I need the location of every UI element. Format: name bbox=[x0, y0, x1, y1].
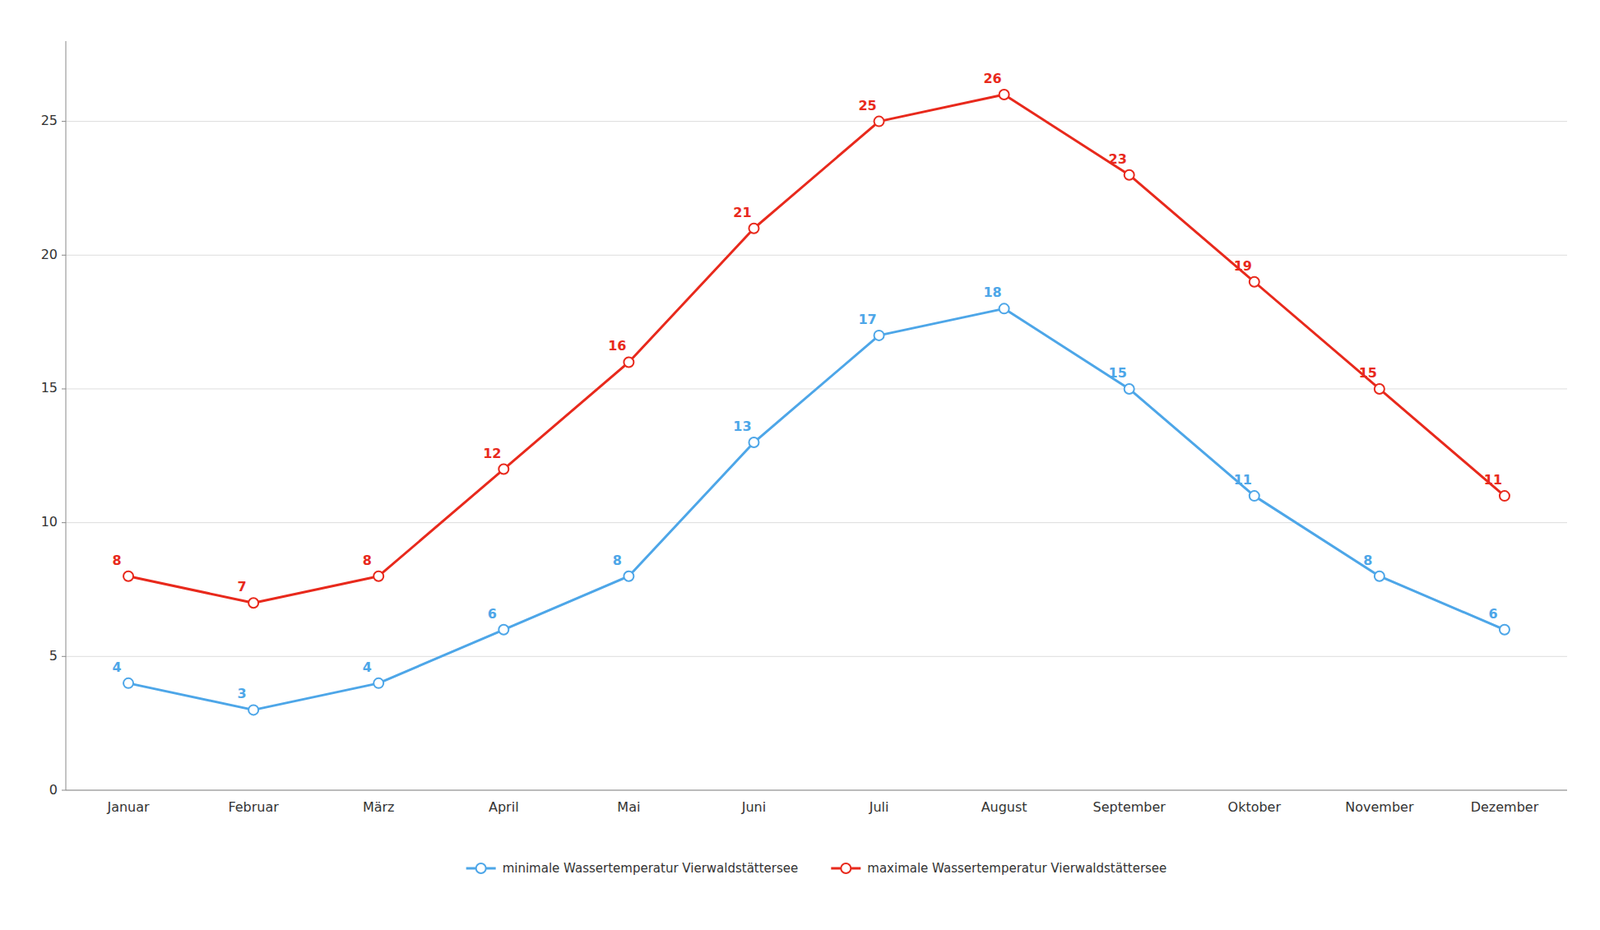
series-marker bbox=[1124, 170, 1135, 181]
x-tick-label: Oktober bbox=[1228, 799, 1282, 816]
grid-line bbox=[65, 255, 1568, 256]
series-marker bbox=[248, 598, 259, 608]
legend-swatch-marker bbox=[840, 863, 851, 874]
data-label: 6 bbox=[487, 606, 497, 622]
series-marker bbox=[748, 223, 759, 234]
series-marker bbox=[1499, 625, 1510, 636]
series-marker bbox=[1374, 384, 1385, 395]
y-axis-line bbox=[65, 41, 67, 791]
data-label: 7 bbox=[237, 579, 247, 595]
y-tick bbox=[61, 790, 66, 792]
x-tick-label: Mai bbox=[616, 799, 640, 816]
legend-label: maximale Wassertemperatur Vierwaldstätte… bbox=[867, 861, 1167, 877]
data-label: 25 bbox=[857, 97, 877, 114]
series-marker bbox=[623, 571, 634, 582]
data-labels: 4 3 4 6 8 13 17 18 15 11 8 6 8 7 8 12 16 21 25 26 23 19 15 11 bbox=[111, 70, 1503, 702]
x-tick-label: April bbox=[488, 799, 520, 816]
data-label: 13 bbox=[732, 418, 752, 435]
series-marker bbox=[123, 571, 134, 582]
y-tick-label: 25 bbox=[41, 112, 58, 129]
grid-line bbox=[65, 522, 1568, 524]
series-marker bbox=[999, 89, 1010, 100]
grid-line bbox=[65, 790, 1568, 792]
data-label: 11 bbox=[1233, 472, 1253, 488]
chart-svg: 0510152025JanuarFebruarMärzAprilMaiJuniJ… bbox=[0, 0, 1600, 930]
legend: minimale Wassertemperatur Vierwaldstätte… bbox=[466, 861, 1168, 877]
y-tick-label: 15 bbox=[41, 380, 58, 396]
y-tick bbox=[61, 522, 66, 524]
data-label: 16 bbox=[607, 338, 627, 354]
legend-label: minimale Wassertemperatur Vierwaldstätte… bbox=[502, 861, 799, 877]
data-label: 19 bbox=[1233, 258, 1253, 274]
series-marker bbox=[1249, 277, 1260, 288]
series-marker bbox=[498, 464, 509, 475]
grid-line bbox=[65, 656, 1568, 658]
grid-line bbox=[65, 120, 1568, 122]
series-marker bbox=[123, 678, 134, 689]
series-line bbox=[128, 94, 1505, 603]
series-marker bbox=[248, 704, 259, 715]
data-label: 18 bbox=[983, 284, 1002, 301]
series-marker bbox=[373, 678, 384, 689]
x-axis-line bbox=[65, 790, 1568, 792]
data-label: 15 bbox=[1358, 365, 1378, 381]
series-marker bbox=[623, 357, 634, 367]
series-marker bbox=[373, 571, 384, 582]
x-tick-label: Dezember bbox=[1470, 799, 1540, 816]
x-tick-label: Januar bbox=[106, 799, 150, 816]
series-line bbox=[128, 308, 1505, 710]
data-label: 4 bbox=[111, 659, 121, 676]
data-label: 11 bbox=[1484, 472, 1503, 488]
series-marker bbox=[498, 625, 509, 636]
data-label: 4 bbox=[362, 659, 372, 676]
series-marker bbox=[999, 303, 1010, 314]
legend-item: minimale Wassertemperatur Vierwaldstätte… bbox=[466, 861, 799, 877]
series-marker bbox=[1249, 491, 1260, 501]
y-tick-label: 10 bbox=[41, 514, 58, 530]
x-tick-label: Juni bbox=[741, 799, 766, 816]
x-tick-label: Juli bbox=[868, 799, 890, 816]
x-axis: Januar Februar März April Mai Juni Juli August S… bbox=[65, 790, 1568, 816]
data-label: 15 bbox=[1108, 365, 1127, 381]
data-label: 8 bbox=[1363, 552, 1373, 569]
series-marker bbox=[1124, 384, 1135, 395]
page: {"chart_data": {"type": "line", "categor… bbox=[0, 0, 1600, 930]
data-label: 8 bbox=[111, 552, 121, 569]
series-marker bbox=[874, 330, 885, 341]
grid bbox=[65, 121, 1568, 791]
y-tick-label: 20 bbox=[41, 246, 58, 263]
marks bbox=[123, 89, 1510, 715]
chart-container: 0510152025JanuarFebruarMärzAprilMaiJuniJ… bbox=[0, 0, 1600, 930]
data-label: 17 bbox=[857, 311, 877, 328]
series-marker bbox=[748, 437, 759, 448]
y-tick bbox=[61, 255, 66, 256]
x-tick-label: August bbox=[981, 799, 1028, 816]
data-label: 26 bbox=[983, 70, 1002, 87]
y-tick bbox=[61, 656, 66, 658]
x-tick-label: September bbox=[1092, 799, 1166, 816]
data-label: 23 bbox=[1108, 151, 1127, 167]
data-label: 12 bbox=[482, 445, 501, 462]
legend-item: maximale Wassertemperatur Vierwaldstätte… bbox=[830, 861, 1167, 877]
series-marker bbox=[874, 116, 885, 127]
legend-swatch-marker bbox=[476, 863, 487, 874]
x-tick-label: Februar bbox=[227, 799, 279, 816]
y-tick-label: 0 bbox=[49, 782, 58, 798]
y-axis: 0 5 10 15 20 25 bbox=[41, 41, 66, 798]
data-label: 21 bbox=[732, 204, 752, 221]
y-tick-label: 5 bbox=[49, 648, 58, 664]
data-label: 8 bbox=[612, 552, 622, 569]
y-tick bbox=[61, 388, 66, 390]
series-marker bbox=[1499, 491, 1510, 501]
x-tick-label: März bbox=[362, 799, 395, 816]
data-label: 6 bbox=[1488, 606, 1498, 622]
data-label: 8 bbox=[362, 552, 372, 569]
y-tick bbox=[61, 120, 66, 122]
series-marker bbox=[1374, 571, 1385, 582]
x-tick-label: November bbox=[1344, 799, 1415, 816]
data-label: 3 bbox=[237, 686, 247, 702]
